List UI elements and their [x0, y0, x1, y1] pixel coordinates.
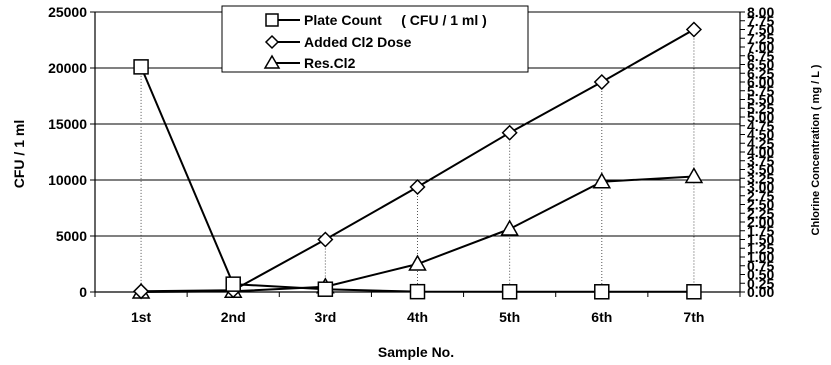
- x-tick-label: 4th: [407, 309, 428, 325]
- y2-tick-label: 1.00: [747, 249, 774, 265]
- y-tick-label: 25000: [48, 4, 87, 20]
- y2-tick-label: 3.25: [747, 170, 774, 186]
- y2-tick-label: 0.25: [747, 275, 774, 291]
- y2-tick-label: 3.75: [747, 153, 774, 169]
- square-marker-icon: [265, 13, 279, 27]
- data-point-triangle: [592, 172, 612, 189]
- data-point-diamond: [593, 73, 610, 91]
- y2-axis-title: Chlorine Concentration ( mg / L ): [810, 64, 822, 235]
- y2-tick-label: 0.00: [747, 284, 774, 300]
- x-tick-label: 3rd: [314, 309, 336, 325]
- y-tick-label: 10000: [48, 172, 87, 188]
- y2-tick-label: 6.50: [747, 57, 774, 73]
- series: [131, 21, 704, 300]
- diamond-marker-icon: [264, 34, 280, 50]
- y2-tick-label: 7.25: [747, 30, 774, 46]
- y2-tick-label: 0.50: [747, 267, 774, 283]
- y2-tick-label: 2.00: [747, 214, 774, 230]
- x-tick-label: 5th: [499, 309, 520, 325]
- data-point-square: [594, 284, 610, 300]
- data-point-square: [133, 59, 149, 75]
- legend-item-added-cl2: Added Cl2 Dose: [264, 34, 412, 50]
- y2-tick-label: 5.50: [747, 92, 774, 108]
- y2-tick-label: 4.25: [747, 135, 774, 151]
- data-point-square: [317, 281, 334, 297]
- y2-tick-label: 3.50: [747, 162, 774, 178]
- data-point-triangle: [408, 254, 427, 271]
- triangle-marker-icon: [263, 54, 281, 69]
- data-point-triangle: [684, 166, 704, 184]
- legend-label: Plate Count ( CFU / 1 ml ): [304, 12, 487, 28]
- data-point-diamond: [317, 231, 334, 248]
- y2-tick-label: 7.75: [747, 13, 774, 29]
- y-tick-label: 5000: [56, 228, 87, 244]
- y2-tick-label: 7.00: [747, 39, 774, 55]
- data-point-square: [501, 284, 518, 300]
- y2-tick-label: 6.25: [747, 65, 774, 81]
- y2-tick-label: 4.75: [747, 118, 774, 134]
- y2-tick-label: 5.25: [747, 100, 774, 116]
- legend-label: Added Cl2 Dose: [304, 34, 412, 50]
- data-point-square: [225, 276, 241, 292]
- legend-label: Res.Cl2: [304, 55, 356, 71]
- x-tick-label: 1st: [131, 309, 152, 325]
- legend-item-res-cl2: Res.Cl2: [263, 54, 356, 71]
- data-point-triangle: [500, 219, 519, 236]
- y2-tick-label: 4.00: [747, 144, 774, 160]
- data-point-diamond: [133, 283, 150, 300]
- y2-tick-label: 3.00: [747, 179, 774, 195]
- y2-tick-label: 0.75: [747, 258, 774, 274]
- data-point-diamond: [409, 178, 426, 196]
- y2-tick-label: 1.25: [747, 240, 774, 256]
- x-tick-label: 2nd: [221, 309, 246, 325]
- y2-tick-label: 1.50: [747, 232, 774, 248]
- y-tick-label: 15000: [48, 116, 87, 132]
- data-point-square: [409, 283, 426, 300]
- y2-tick-label: 4.50: [747, 127, 774, 143]
- x-axis-title: Sample No.: [378, 344, 454, 360]
- y2-tick-label: 2.50: [747, 197, 774, 213]
- y-tick-label: 0: [79, 284, 87, 300]
- y2-tick-label: 1.75: [747, 223, 774, 239]
- x-tick-label: 6th: [591, 309, 612, 325]
- data-point-diamond: [501, 124, 518, 141]
- tick-labels: 0 5000 10000 15000 20000 25000 0.000.250.500.7…: [48, 4, 774, 325]
- y2-tick-label: 5.75: [747, 83, 774, 99]
- legend-item-plate-count: Plate Count ( CFU / 1 ml ): [265, 12, 487, 28]
- y-axis-title: CFU / 1 ml: [11, 120, 27, 188]
- y2-tick-label: 2.25: [747, 205, 774, 221]
- y2-tick-label: 6.75: [747, 48, 774, 64]
- legend: Plate Count ( CFU / 1 ml ) Added Cl2 Dos…: [221, 5, 529, 73]
- data-point-diamond: [685, 21, 702, 38]
- y2-tick-label: 8.00: [747, 4, 774, 20]
- y-tick-label: 20000: [48, 60, 87, 76]
- y2-tick-label: 7.50: [747, 22, 774, 38]
- y2-tick-label: 2.75: [747, 188, 774, 204]
- y2-tick-label: 5.00: [747, 109, 774, 125]
- x-tick-label: 7th: [683, 309, 704, 325]
- y2-tick-label: 6.00: [747, 74, 774, 90]
- data-point-square: [686, 284, 702, 300]
